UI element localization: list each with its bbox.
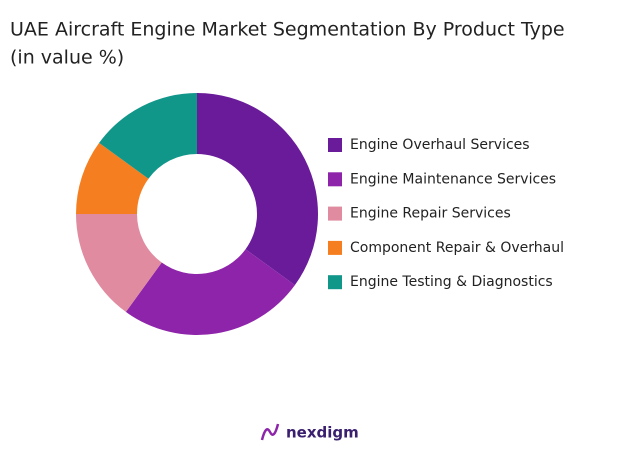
chart-subtitle: (in value %) [10,47,124,69]
legend-label: Engine Maintenance Services [350,171,556,187]
legend-label: Engine Overhaul Services [350,137,530,153]
donut-segment [99,93,197,179]
legend-label: Engine Repair Services [350,206,511,222]
donut-segment [197,93,318,286]
donut-segment [76,142,149,214]
legend-swatch [328,275,342,290]
legend-swatch [328,206,342,221]
legend-swatch [328,138,342,152]
donut-segment [76,214,162,312]
legend-label: Component Repair & Overhaul [350,240,564,256]
legend-label: Engine Testing & Diagnostics [350,274,553,290]
logo-icon [260,423,280,441]
brand: nexdigm [286,424,359,442]
donut-segment [125,249,295,335]
legend-swatch [328,240,342,255]
chart-title: UAE Aircraft Engine Market Segmentation … [10,19,565,41]
legend-swatch [328,172,342,187]
logo: nexdigm [260,423,359,442]
